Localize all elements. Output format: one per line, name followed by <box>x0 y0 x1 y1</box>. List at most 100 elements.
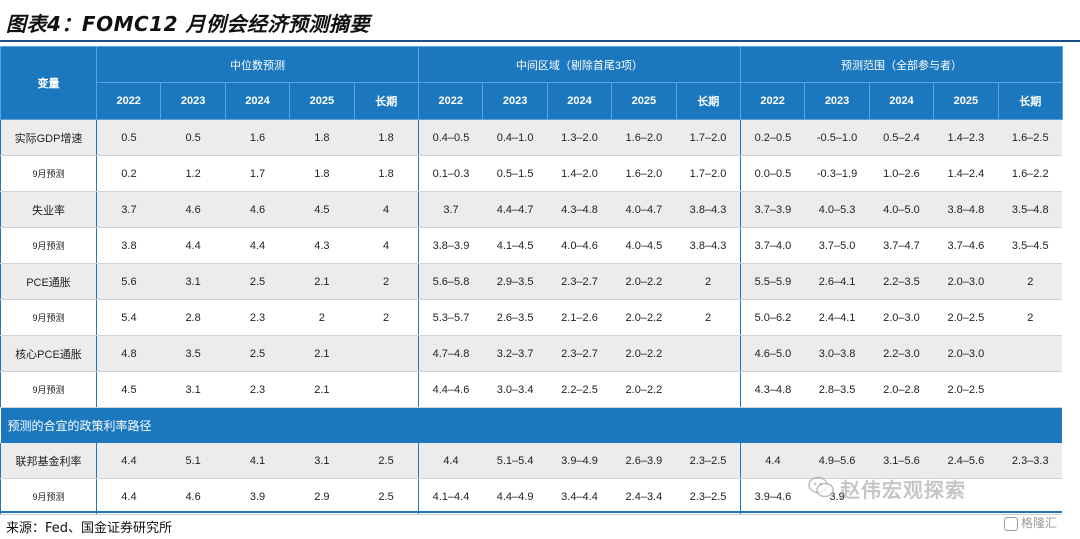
table-cell: 2.2–3.5 <box>869 263 934 300</box>
table-cell: 3.0–3.8 <box>804 335 870 372</box>
table-cell: 2 <box>998 263 1063 300</box>
table-cell: 2.3–3.3 <box>998 443 1063 479</box>
table-cell <box>354 335 419 372</box>
table-cell: 2.3–2.7 <box>547 263 612 300</box>
table-cell: 2.1 <box>289 335 355 372</box>
table-cell: 0.5–2.4 <box>869 119 934 156</box>
table-cell: 2 <box>676 263 741 300</box>
table-cell: 3.7 <box>96 191 161 228</box>
header-year: 2025 <box>933 82 999 120</box>
table-cell: 2.1–2.6 <box>547 299 612 336</box>
table-cell: 2.3–2.5 <box>676 443 741 479</box>
table-cell: 2.0–2.2 <box>611 335 677 372</box>
header-year: 2022 <box>95 82 162 120</box>
table-cell: 2 <box>354 299 419 336</box>
table-cell: 4.4–4.7 <box>482 191 548 228</box>
table-cell: 1.7–2.0 <box>676 155 741 192</box>
table-cell: 1.6 <box>225 119 290 156</box>
table-cell: 2.1 <box>289 371 355 408</box>
header-group-range: 预测范围（全部参与者） <box>739 46 1063 83</box>
logo-text: 格隆汇 <box>1021 516 1058 530</box>
row-label: 核心PCE通胀 <box>0 335 97 372</box>
table-cell: 5.1–5.4 <box>482 443 548 479</box>
header-row-groups: 变量 中位数预测 中间区域（剔除首尾3项） 预测范围（全部参与者） <box>0 46 1063 120</box>
table-cell: 2.4–4.1 <box>804 299 870 336</box>
table-cell: 3.8–4.3 <box>676 227 741 264</box>
table-cell: 4.5 <box>96 371 161 408</box>
table-cell: 1.7–2.0 <box>676 119 741 156</box>
table-row: 核心PCE通胀 4.8 3.5 2.5 2.1 4.7–4.8 3.2–3.7 2.3–2.7… <box>0 335 1063 372</box>
table-cell: 3.9 <box>225 478 290 515</box>
header-year: 长期 <box>997 82 1063 120</box>
table-cell <box>676 371 741 408</box>
table-cell: 4.3–4.8 <box>739 371 805 408</box>
header-row-years: 2022 2023 2024 2025 长期 2022 2023 2024 2025 长期 2022… <box>1 82 1063 120</box>
table-cell: 3.7–4.7 <box>869 227 934 264</box>
table-cell <box>998 478 1063 515</box>
header-year: 2022 <box>418 82 484 120</box>
table-row: 实际GDP增速 0.5 0.5 1.6 1.8 1.8 0.4–0.5 0.4–1.0 1.3–… <box>0 119 1063 156</box>
table-cell: 4.6 <box>160 191 226 228</box>
table-cell: 2.4–3.4 <box>611 478 677 515</box>
table-cell: 0.4–0.5 <box>418 119 483 156</box>
table-cell: 0.2–0.5 <box>739 119 805 156</box>
logo-icon <box>1004 516 1018 531</box>
table-cell: 2.3 <box>225 371 290 408</box>
header-year: 2023 <box>160 82 226 120</box>
table-cell: 2.1 <box>289 263 355 300</box>
table-body: 实际GDP增速 0.5 0.5 1.6 1.8 1.8 0.4–0.5 0.4–1.0 1.3–… <box>0 119 1063 515</box>
table-cell: 4 <box>354 227 419 264</box>
table-cell: 2.2–3.0 <box>869 335 934 372</box>
table-cell <box>998 335 1063 372</box>
table-cell: 4.1–4.4 <box>418 478 483 515</box>
table-cell: 3.7–4.6 <box>933 227 999 264</box>
table-cell: 2.0–2.8 <box>869 371 934 408</box>
table-cell: 2.5 <box>354 443 419 479</box>
table-cell: -0.5–1.0 <box>804 119 870 156</box>
table-cell: 2 <box>289 299 355 336</box>
table-cell: 1.8 <box>289 119 355 156</box>
table-cell: 2.0–2.2 <box>611 263 677 300</box>
table-cell: -0.3–1.9 <box>804 155 870 192</box>
table-cell: 4.8 <box>96 335 161 372</box>
table-cell: 4.9–5.6 <box>804 443 870 479</box>
table-cell: 2.9–3.5 <box>482 263 548 300</box>
header-year: 2024 <box>868 82 935 120</box>
table-cell: 1.6–2.2 <box>998 155 1063 192</box>
table-cell: 4.4 <box>739 443 805 479</box>
table-cell: 1.2 <box>160 155 226 192</box>
table-cell: 4.4 <box>96 478 161 515</box>
table-cell: 1.3–2.0 <box>547 119 612 156</box>
table-cell: 5.6–5.8 <box>418 263 483 300</box>
table-cell: 0.2 <box>96 155 161 192</box>
row-label: PCE通胀 <box>0 263 97 300</box>
table-cell: 1.4–2.3 <box>933 119 999 156</box>
logo: 格隆汇 <box>1004 514 1057 531</box>
table-cell: 4.0–4.6 <box>547 227 612 264</box>
table-cell: 4.1–4.5 <box>482 227 548 264</box>
table-cell: 2 <box>354 263 419 300</box>
table-row: 9月预测 4.5 3.1 2.3 2.1 4.4–4.6 3.0–3.4 2.2–2.5 2.0… <box>0 371 1063 408</box>
table-cell: 1.4–2.0 <box>547 155 612 192</box>
table-cell: 1.6–2.0 <box>611 119 677 156</box>
table-cell: 2.0–3.0 <box>933 335 999 372</box>
table-cell: 4.6–5.0 <box>739 335 805 372</box>
row-label: 9月预测 <box>0 478 97 515</box>
wechat-icon <box>808 476 834 498</box>
table-cell: 2.0–2.2 <box>611 371 677 408</box>
table-row: PCE通胀 5.6 3.1 2.5 2.1 2 5.6–5.8 2.9–3.5 2.3–2.7 2… <box>0 263 1063 300</box>
table-cell: 2.2–2.5 <box>547 371 612 408</box>
table-cell: 4.0–5.0 <box>869 191 934 228</box>
table-cell: 4.3–4.8 <box>547 191 612 228</box>
table-cell: 1.4–2.4 <box>933 155 999 192</box>
table-cell: 0.5–1.5 <box>482 155 548 192</box>
table-cell: 1.8 <box>354 155 419 192</box>
row-label: 9月预测 <box>0 155 97 192</box>
table-cell: 2 <box>998 299 1063 336</box>
table-cell: 3.1 <box>289 443 355 479</box>
table-cell: 4.0–4.5 <box>611 227 677 264</box>
table-cell: 3.7 <box>418 191 483 228</box>
table-cell <box>676 335 741 372</box>
table-cell: 3.4–4.4 <box>547 478 612 515</box>
table-cell: 2.8–3.5 <box>804 371 870 408</box>
